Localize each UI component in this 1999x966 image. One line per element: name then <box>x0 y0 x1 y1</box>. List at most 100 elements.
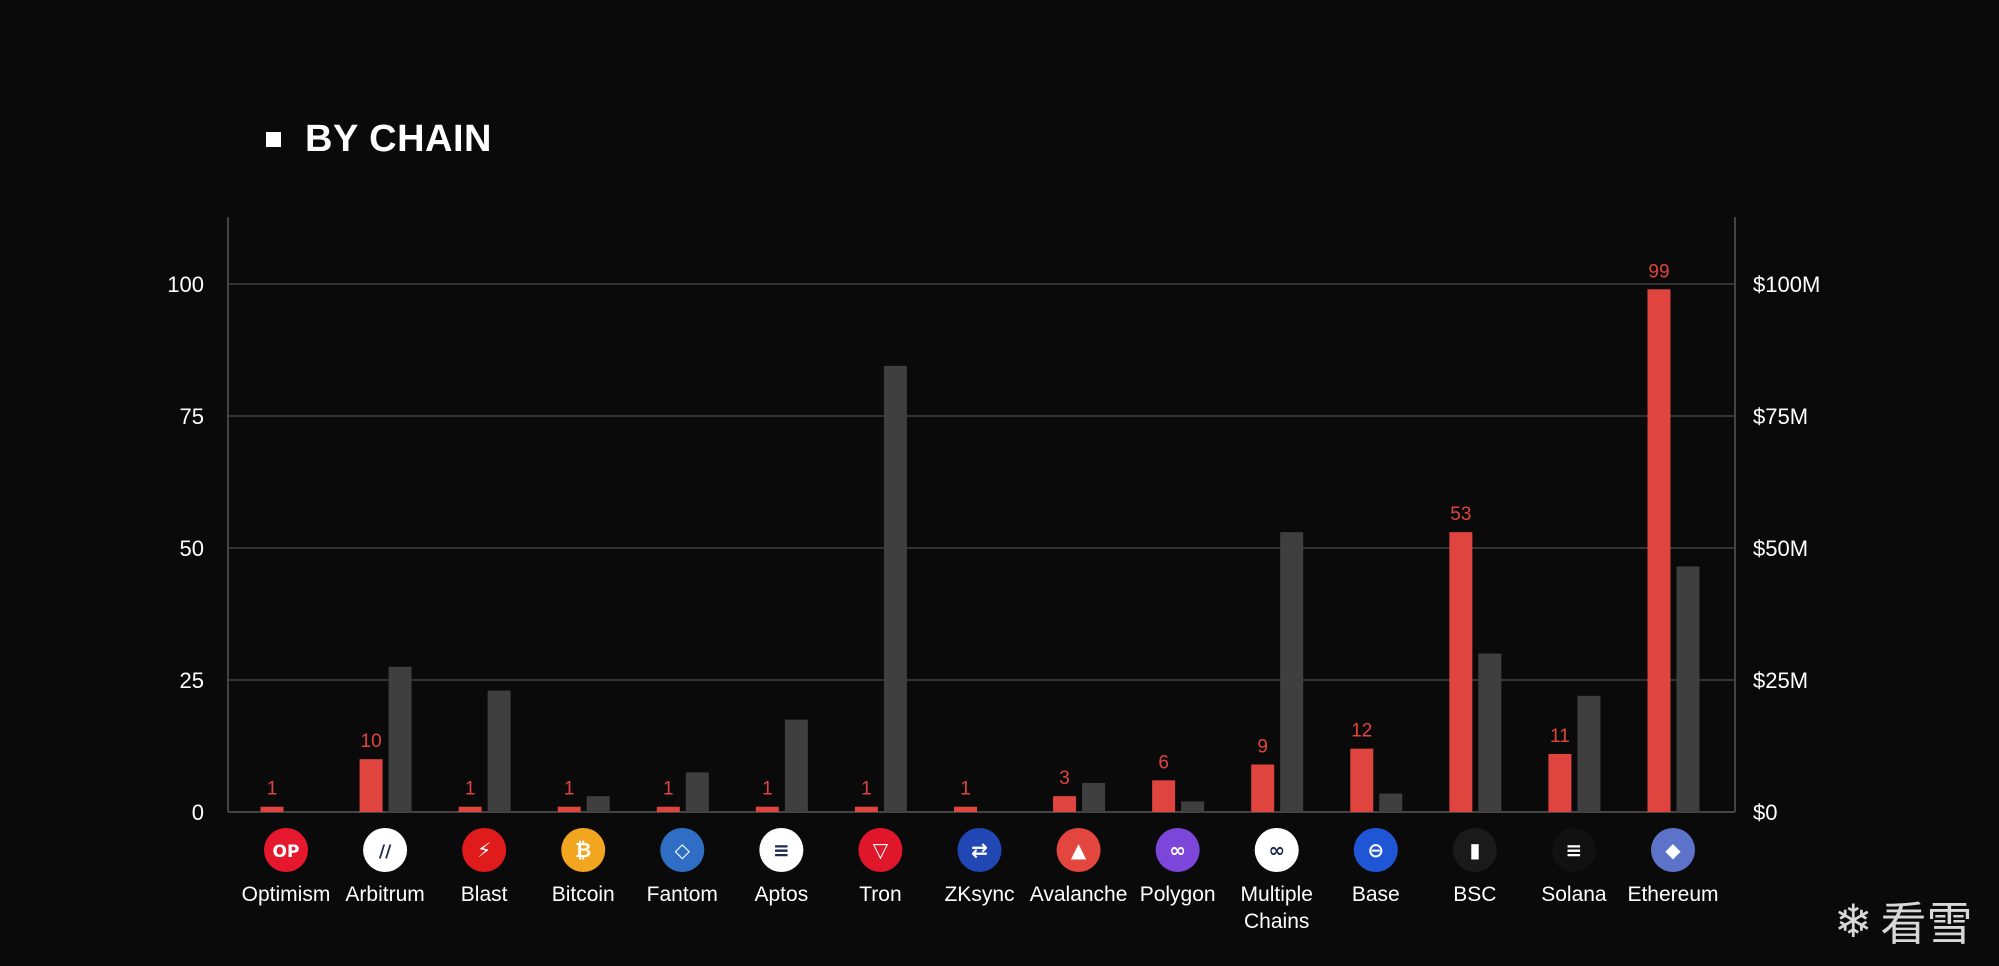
base-icon <box>1353 828 1398 872</box>
zksync-icon <box>957 828 1002 872</box>
count-bar <box>1251 764 1275 812</box>
count-label: 3 <box>1059 768 1070 789</box>
base-icon-glyph: ⊖ <box>1367 838 1384 862</box>
arbitrum-icon <box>363 828 408 872</box>
category-label: Multiple <box>1241 883 1313 906</box>
count-bar <box>1053 796 1077 812</box>
value-bar <box>1478 653 1502 812</box>
category-label: Ethereum <box>1627 883 1718 906</box>
bsc-icon-glyph: ▮ <box>1469 838 1480 862</box>
multiple-chains-icon-glyph: ∞ <box>1268 838 1285 862</box>
category-label: BSC <box>1453 883 1496 906</box>
tron-icon-glyph: ▽ <box>873 838 889 862</box>
zksync-icon-glyph: ⇄ <box>971 838 988 862</box>
right-tick-label: $50M <box>1753 536 1808 561</box>
bitcoin-icon <box>561 828 606 872</box>
count-label: 1 <box>267 779 278 800</box>
ethereum-icon <box>1651 828 1695 872</box>
count-bar <box>755 806 779 812</box>
value-bar <box>685 772 709 812</box>
fantom-icon <box>660 828 705 872</box>
polygon-icon <box>1155 828 1200 872</box>
value-bar <box>883 365 907 812</box>
arbitrum-icon-glyph: // <box>379 842 392 862</box>
count-label: 1 <box>663 779 674 800</box>
category-label: ZKsync <box>944 883 1014 906</box>
right-tick-label: $100M <box>1753 272 1820 297</box>
count-bar <box>557 806 581 812</box>
title-text: BY CHAIN <box>305 118 492 160</box>
watermark: ❄ 看雪 <box>1834 888 1973 954</box>
optimism-icon-glyph: OP <box>273 842 300 862</box>
count-bar <box>260 806 284 812</box>
aptos-icon-glyph: ≡ <box>773 838 790 862</box>
category-label: Blast <box>461 883 508 906</box>
category-label: Avalanche <box>1030 883 1128 906</box>
category-label: Base <box>1352 883 1400 906</box>
fantom-icon-glyph: ◇ <box>675 838 691 862</box>
count-bar <box>1449 532 1473 812</box>
count-bar <box>656 806 680 812</box>
count-label: 11 <box>1550 726 1570 747</box>
avalanche-icon-glyph: ▲ <box>1071 838 1087 862</box>
count-label: 1 <box>861 779 872 800</box>
value-bar <box>1379 793 1403 812</box>
count-bar <box>1350 748 1374 812</box>
multiple-chains-icon <box>1254 828 1299 872</box>
blast-icon <box>462 828 507 872</box>
category-label: Fantom <box>647 883 718 906</box>
count-label: 1 <box>762 779 773 800</box>
count-label: 1 <box>465 779 476 800</box>
count-bar <box>954 806 977 812</box>
value-bar <box>586 796 610 812</box>
category-label: Chains <box>1244 910 1309 933</box>
category-label: Aptos <box>755 883 809 906</box>
optimism-icon <box>264 828 308 872</box>
value-bar <box>1676 566 1700 812</box>
polygon-icon-glyph: ∞ <box>1169 838 1186 862</box>
count-label: 6 <box>1158 752 1169 773</box>
ethereum-icon-glyph: ◆ <box>1665 838 1681 862</box>
count-label: 12 <box>1351 721 1372 742</box>
category-label: Arbitrum <box>345 883 424 906</box>
count-bar <box>458 806 482 812</box>
value-bar <box>784 719 808 812</box>
blast-icon-glyph: ⚡ <box>477 838 491 862</box>
category-label: Solana <box>1541 883 1607 906</box>
snowflake-icon: ❄ <box>1834 894 1873 948</box>
watermark-text: 看雪 <box>1880 897 1973 951</box>
count-bar <box>1548 753 1572 812</box>
right-tick-label: $75M <box>1753 404 1808 429</box>
count-label: 99 <box>1648 261 1669 282</box>
title-bullet <box>266 132 281 147</box>
category-label: Bitcoin <box>552 883 615 906</box>
right-tick-label: $25M <box>1753 668 1808 693</box>
aptos-icon <box>759 828 804 872</box>
solana-icon-glyph: ≡ <box>1566 838 1583 862</box>
left-tick-label: 0 <box>192 800 204 825</box>
value-bar <box>1577 695 1601 812</box>
bitcoin-icon-glyph: ₿ <box>575 838 591 862</box>
count-bar <box>1152 780 1176 812</box>
avalanche-icon <box>1056 828 1101 872</box>
count-label: 10 <box>361 731 382 752</box>
count-label: 9 <box>1257 736 1268 757</box>
count-bar <box>854 806 878 812</box>
count-bar <box>359 759 383 812</box>
category-label: Polygon <box>1140 883 1216 906</box>
tron-icon <box>858 828 903 872</box>
value-bar <box>1181 801 1205 812</box>
count-bar <box>1647 289 1671 812</box>
left-tick-label: 100 <box>167 272 204 297</box>
chart-title: BY CHAIN <box>266 118 492 161</box>
count-label: 53 <box>1450 504 1471 525</box>
value-bar <box>1082 782 1106 812</box>
left-tick-label: 50 <box>180 536 204 561</box>
value-bar <box>487 690 511 812</box>
category-label: Optimism <box>242 883 331 906</box>
left-tick-label: 75 <box>180 404 204 429</box>
solana-icon <box>1551 828 1596 872</box>
value-bar <box>388 666 412 812</box>
bsc-icon <box>1452 828 1497 872</box>
